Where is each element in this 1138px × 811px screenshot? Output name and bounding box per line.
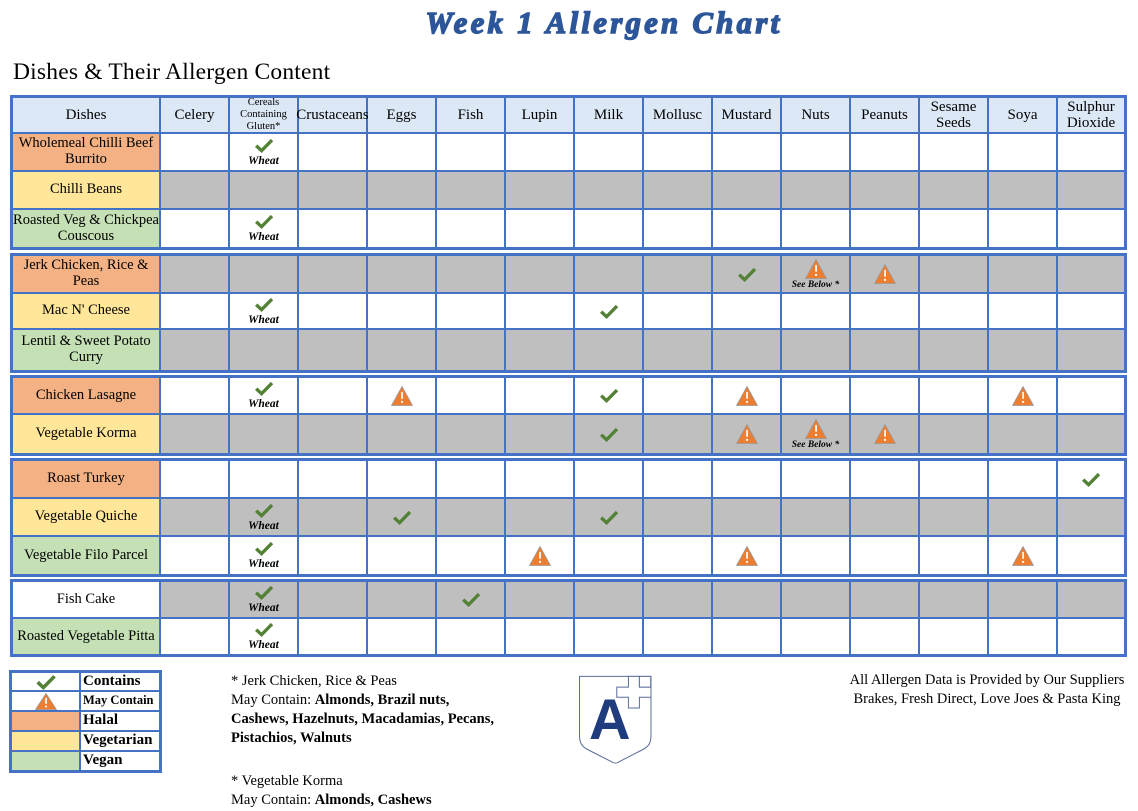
svg-text:A: A <box>589 688 631 752</box>
